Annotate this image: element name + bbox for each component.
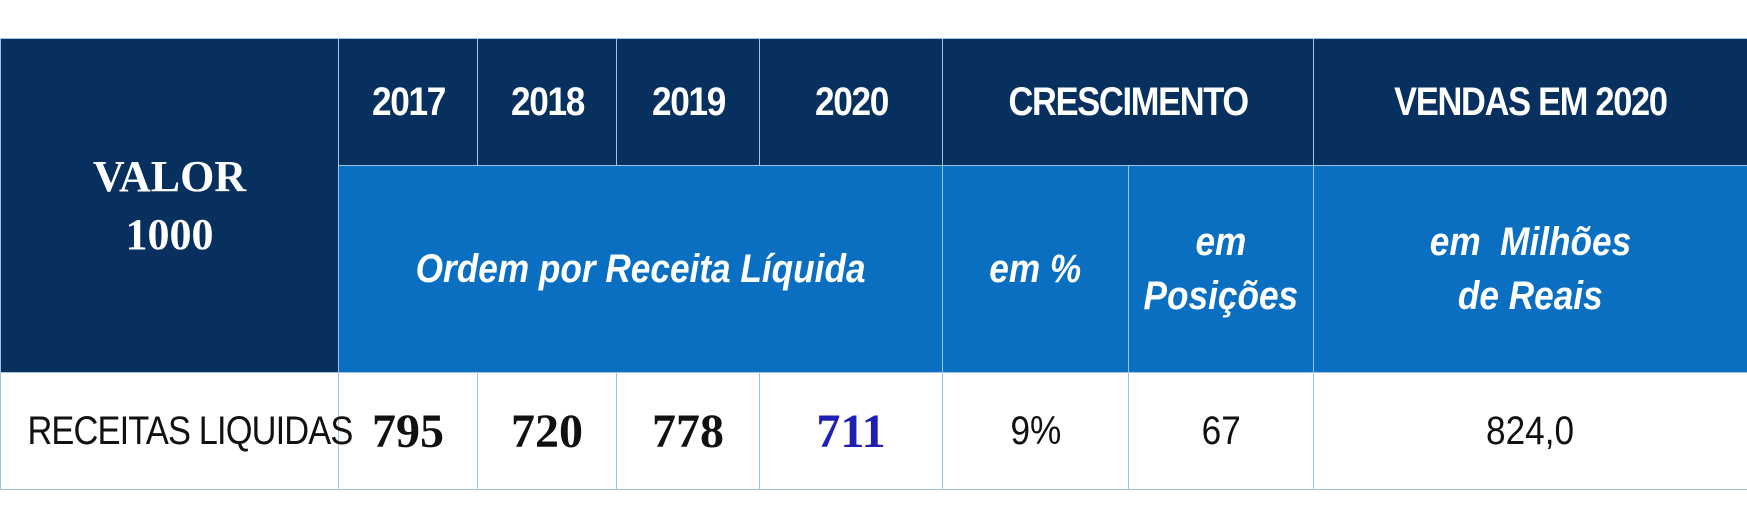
value-2017: 795: [372, 404, 444, 458]
sales-header-label: VENDAS EM 2020: [1394, 79, 1668, 124]
growth-positions-subheader: em Posições: [1128, 165, 1314, 373]
year-header-2018: 2018: [477, 38, 617, 166]
value-2018: 720: [511, 404, 583, 458]
order-subheader: Ordem por Receita Líquida: [338, 165, 943, 373]
sales-subheader: em Milhões de Reais: [1313, 165, 1747, 373]
sales-subheader-line1: em Milhões: [1429, 220, 1632, 264]
growth-pct-cell: 9%: [942, 372, 1129, 490]
ranking-table: VALOR 1000 2017 2018 2019 2020 CRESCIMEN…: [0, 38, 1747, 490]
year-header-2020: 2020: [759, 38, 943, 166]
growth-positions-line2: Posições: [1143, 274, 1299, 318]
sales-cell: 824,0: [1313, 372, 1747, 490]
corner-header-cell: VALOR 1000: [0, 38, 339, 373]
growth-pct-subheader: em %: [942, 165, 1129, 373]
year-label: 2017: [371, 79, 445, 124]
order-subheader-label: Ordem por Receita Líquida: [415, 247, 866, 291]
row-label: RECEITAS LIQUIDAS: [27, 408, 353, 453]
value-2020-cell: 711: [759, 372, 943, 490]
growth-header-label: CRESCIMENTO: [1008, 79, 1249, 124]
sales-subheader-line2: de Reais: [1458, 274, 1603, 318]
year-label: 2020: [814, 79, 888, 124]
sales-header: VENDAS EM 2020: [1313, 38, 1747, 166]
value-2018-cell: 720: [477, 372, 617, 490]
value-2017-cell: 795: [338, 372, 478, 490]
growth-pct-value: 9%: [1010, 408, 1061, 453]
year-header-2017: 2017: [338, 38, 478, 166]
sales-value: 824,0: [1486, 408, 1575, 453]
value-2020: 711: [816, 404, 886, 458]
row-label-cell: RECEITAS LIQUIDAS: [0, 372, 353, 490]
value-2019: 778: [652, 404, 724, 458]
growth-positions-value: 67: [1201, 408, 1241, 453]
year-label: 2018: [510, 79, 584, 124]
growth-pct-label: em %: [989, 247, 1082, 291]
value-2019-cell: 778: [616, 372, 760, 490]
table-row: RECEITAS LIQUIDAS 795 720 778 711 9% 67 …: [0, 372, 1747, 490]
growth-positions-cell: 67: [1128, 372, 1314, 490]
corner-header-line2: 1000: [125, 209, 214, 259]
ranking-table-container: VALOR 1000 2017 2018 2019 2020 CRESCIMEN…: [0, 38, 1747, 490]
corner-header-line1: VALOR: [92, 151, 247, 201]
year-header-2019: 2019: [616, 38, 760, 166]
year-label: 2019: [651, 79, 725, 124]
growth-positions-line1: em: [1195, 220, 1247, 264]
growth-header: CRESCIMENTO: [942, 38, 1314, 166]
